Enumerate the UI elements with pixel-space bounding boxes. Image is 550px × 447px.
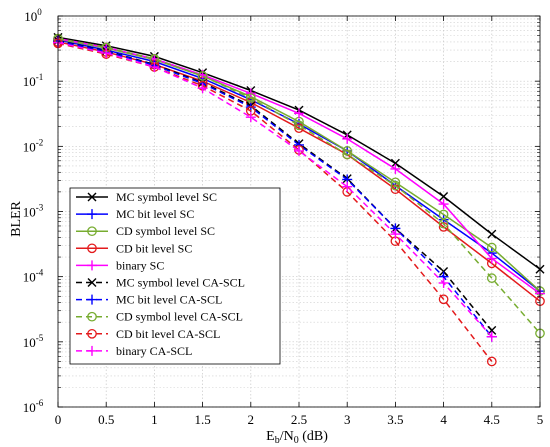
legend-label: MC symbol level CA-SCL [116, 276, 245, 290]
legend-marker [87, 345, 97, 356]
y-tick-label: 10-1 [23, 72, 44, 89]
data-point [101, 48, 112, 59]
series-line [57, 40, 493, 338]
data-point [342, 133, 353, 144]
legend-marker [87, 328, 97, 339]
legend-label: MC bit level CA-SCL [116, 293, 222, 307]
legend-label: binary SC [116, 258, 164, 272]
x-tick-label: 0.5 [98, 412, 114, 427]
data-point [294, 108, 304, 119]
data-point [438, 209, 449, 220]
x-tick-label: 4 [440, 412, 447, 427]
data-point [390, 229, 401, 240]
data-point [439, 267, 449, 277]
y-tick-label: 10-2 [23, 137, 44, 154]
data-point [294, 120, 304, 131]
legend-label: MC bit level SC [116, 207, 194, 221]
data-point [390, 180, 401, 191]
x-axis-title: Eb/N0 (dB) [266, 429, 328, 446]
data-point [390, 163, 401, 174]
legend-entry: MC bit level CA-SCL [76, 293, 222, 307]
data-point [294, 145, 304, 156]
data-point [245, 112, 256, 123]
data-point [438, 199, 449, 210]
legend-entry: MC bit level SC [76, 207, 194, 221]
legend-box [69, 187, 281, 365]
y-tick-label: 10-4 [23, 268, 44, 285]
x-tick-label: 0 [55, 412, 62, 427]
legend-label: CD symbol level CA-SCL [116, 310, 243, 324]
legend-entry: MC symbol level CA-SCL [76, 276, 245, 290]
data-point [197, 83, 208, 94]
legend-marker [87, 243, 97, 254]
legend-entry: MC symbol level SC [76, 190, 217, 204]
x-axis-ticks: 0 0.5 1 1.5 2 2.5 3 3.5 4 4.5 5 [55, 16, 544, 427]
legend-entry: binary SC [76, 258, 164, 272]
data-point [390, 158, 400, 168]
legend-label: CD symbol level SC [116, 224, 215, 238]
x-tick-label: 3 [344, 412, 351, 427]
data-point [390, 177, 401, 188]
data-point [486, 242, 497, 253]
x-tick-label: 4.5 [484, 412, 500, 427]
series-line [57, 41, 493, 338]
legend-entry: CD bit level SC [76, 241, 192, 255]
y-tick-label: 10-6 [23, 398, 44, 415]
data-point [486, 356, 497, 367]
x-tick-label: 2.5 [291, 412, 307, 427]
data-point [149, 61, 160, 72]
data-point [245, 93, 256, 103]
data-point [438, 294, 449, 305]
legend-entry: binary CA-SCL [76, 344, 192, 358]
legend-marker [87, 311, 97, 322]
legend-label: CD bit level SC [116, 241, 192, 255]
data-point [342, 181, 353, 192]
data-point [486, 253, 497, 264]
data-point [342, 149, 353, 160]
y-tick-label: 10-5 [23, 333, 44, 350]
legend-marker [87, 192, 97, 202]
data-point [439, 191, 449, 201]
data-point [438, 222, 449, 232]
legend-label: MC symbol level SC [116, 190, 217, 204]
data-point [486, 331, 497, 342]
data-point [438, 218, 449, 229]
y-axis-ticks: 10-6 10-5 10-4 10-3 10-2 10-1 100 [23, 7, 540, 415]
legend-marker [87, 278, 97, 287]
series-line [57, 37, 541, 334]
legend-entry: CD bit level CA-SCL [76, 327, 220, 341]
legend-entry: CD symbol level SC [76, 224, 215, 238]
legend-marker [87, 209, 97, 220]
x-tick-label: 2 [248, 412, 255, 427]
series-lines [53, 32, 545, 367]
legend-label: CD bit level CA-SCL [116, 327, 220, 341]
legend-entry: CD symbol level CA-SCL [76, 310, 243, 324]
x-tick-label: 5 [537, 412, 544, 427]
data-point [197, 71, 208, 81]
y-tick-label: 10-3 [23, 203, 44, 220]
y-axis-title: BLER [9, 200, 24, 236]
x-tick-label: 1 [151, 412, 158, 427]
data-point [438, 277, 449, 288]
legend-label: binary CA-SCL [116, 344, 192, 358]
x-tick-label: 3.5 [387, 412, 403, 427]
data-point [487, 229, 497, 239]
legend-marker [87, 226, 97, 237]
data-point [486, 273, 497, 283]
y-tick-label: 100 [24, 7, 42, 24]
legend-marker [87, 260, 97, 271]
legend-marker [87, 294, 97, 305]
legend: MC symbol level SC MC bit level SC CD symb… [69, 187, 281, 365]
x-tick-label: 1.5 [194, 412, 210, 427]
